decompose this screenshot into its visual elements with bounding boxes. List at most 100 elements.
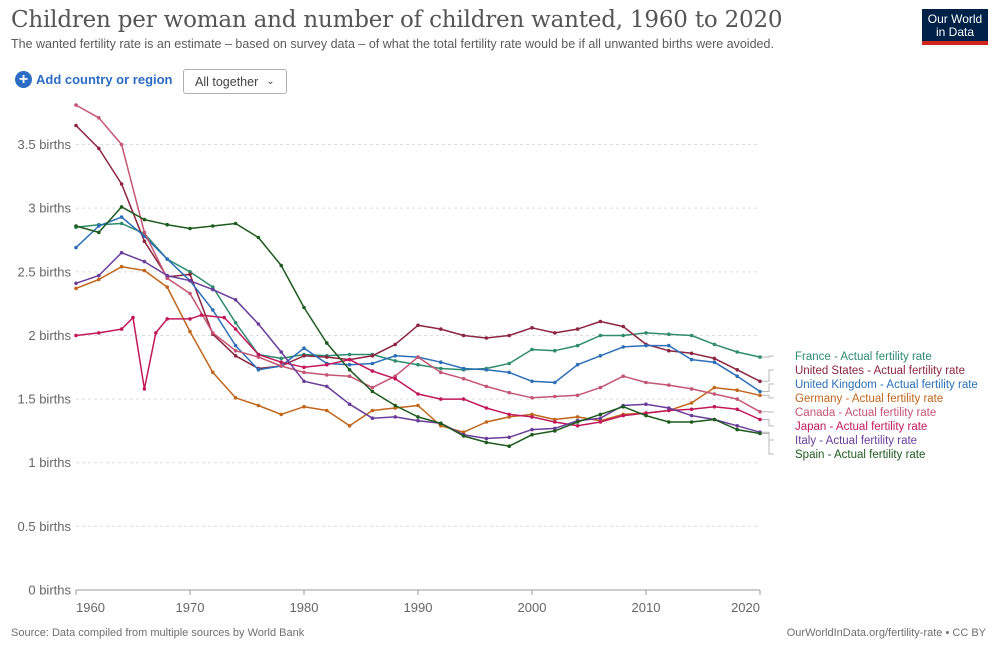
facet-dropdown[interactable]: All together ⌄ (183, 69, 287, 94)
data-point (644, 411, 648, 415)
data-point (439, 370, 443, 375)
data-point (97, 116, 101, 120)
y-tick-label: 0.5 births (18, 519, 72, 534)
data-point (370, 385, 375, 390)
data-point (188, 317, 192, 321)
data-point (575, 362, 580, 367)
chart-subtitle: The wanted fertility rate is an estimate… (11, 37, 774, 51)
data-point (393, 359, 398, 363)
data-point (598, 412, 603, 417)
series-lines (74, 103, 762, 449)
data-point (302, 404, 306, 409)
data-point (211, 308, 215, 312)
data-point (689, 413, 694, 418)
data-point (416, 418, 420, 423)
legend-connector (762, 355, 774, 358)
data-point (119, 142, 124, 147)
data-point (507, 415, 512, 419)
legend-label: United States - Actual fertility rate (795, 365, 965, 377)
data-point (667, 383, 671, 387)
data-point (507, 435, 512, 440)
y-tick-label: 3.5 births (18, 137, 72, 152)
data-point (279, 263, 284, 268)
data-point (119, 250, 124, 255)
data-point (667, 348, 671, 353)
source-url-link[interactable]: OurWorldInData.org/fertility-rate • CC B… (786, 627, 986, 639)
data-point (575, 420, 580, 424)
data-point (575, 415, 580, 419)
data-point (302, 379, 306, 384)
data-point (553, 394, 557, 399)
data-point (393, 354, 398, 358)
data-point (142, 259, 147, 264)
data-point (416, 392, 420, 396)
add-country-button[interactable]: + Add country or region (15, 71, 173, 88)
data-point (393, 342, 398, 347)
data-point (233, 354, 238, 358)
data-point (484, 440, 489, 445)
data-point (97, 224, 101, 228)
series-line (75, 265, 761, 433)
data-point (530, 427, 534, 432)
data-point (461, 434, 466, 438)
data-point (507, 412, 512, 417)
data-point (188, 278, 192, 283)
data-point (461, 430, 466, 435)
legend-label: United Kingdom - Actual fertility rate (795, 379, 978, 391)
data-point (484, 436, 489, 441)
data-point (484, 406, 489, 410)
dropdown-value: All together (195, 74, 259, 89)
data-point (598, 354, 603, 358)
x-axis-ticks: 1960 1970 1980 1990 2000 2010 2020 (75, 590, 761, 615)
data-point (142, 387, 147, 391)
data-point (393, 415, 398, 419)
owid-logo[interactable]: Our World in Data (922, 9, 988, 45)
data-point (256, 355, 261, 359)
data-point (302, 305, 306, 310)
data-point (142, 268, 147, 273)
data-point (370, 361, 375, 366)
data-point (154, 331, 158, 335)
data-point (712, 342, 717, 347)
data-point (553, 380, 557, 385)
data-point (553, 417, 557, 422)
data-point (188, 291, 192, 296)
data-point (758, 389, 762, 394)
data-point (325, 341, 329, 345)
data-point (530, 347, 534, 352)
data-point (598, 333, 603, 338)
legend-connector (762, 394, 774, 399)
data-point (347, 424, 352, 428)
grid-layer (76, 144, 760, 591)
data-point (416, 323, 420, 328)
data-point (598, 319, 603, 324)
source-note: Source: Data compiled from multiple sour… (11, 627, 305, 639)
legend-label: Italy - Actual fertility rate (795, 435, 917, 447)
plus-circle-icon: + (15, 71, 32, 88)
data-point (279, 412, 284, 417)
data-point (644, 380, 648, 385)
data-point (211, 370, 215, 375)
data-point (347, 362, 352, 367)
data-point (735, 350, 739, 354)
data-point (621, 374, 625, 379)
data-point (621, 324, 625, 329)
data-point (370, 389, 375, 394)
data-point (370, 369, 375, 373)
data-point (211, 287, 215, 292)
data-point (188, 270, 192, 274)
data-point (461, 397, 466, 401)
data-point (74, 245, 78, 250)
data-point (735, 374, 739, 379)
data-point (302, 346, 306, 351)
data-point (279, 356, 284, 361)
y-tick-label: 3 births (28, 201, 71, 216)
data-point (347, 352, 352, 357)
data-point (165, 285, 169, 289)
data-point (302, 365, 306, 370)
data-point (758, 410, 762, 414)
data-point (530, 412, 534, 417)
data-point (439, 366, 443, 371)
data-point (712, 417, 717, 422)
data-point (461, 366, 466, 371)
